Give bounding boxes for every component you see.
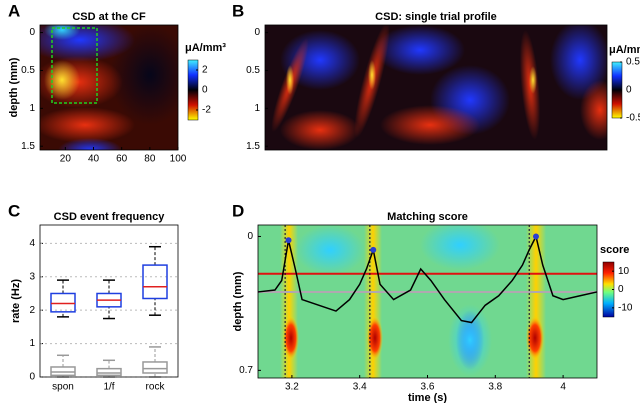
x-tick-label: 3.6 [421,382,435,393]
y-tick-label: 0 [254,27,260,38]
colorbar-tick-label: 0 [626,85,632,96]
chart-title: CSD event frequency [54,211,166,223]
y-tick-label: 0 [247,231,253,242]
colorbar-tick-label: -2 [202,105,211,116]
y-axis-label: depth (mm) [232,271,244,331]
y-tick-label: 0.5 [21,65,35,76]
box [142,264,168,300]
y-axis-label: rate (Hz) [10,279,22,323]
box [50,366,76,377]
peak-marker [370,246,377,253]
colorbar-label: score [600,244,629,256]
x-tick-label: 1/f [103,382,114,393]
y-tick-label: 1.5 [246,141,260,152]
y-tick-label: 1 [29,103,35,114]
x-tick-label: 3.8 [488,382,502,393]
y-tick-label: 0 [29,27,35,38]
axes-frame [257,224,598,379]
x-tick-label: 4 [560,382,566,393]
heatmap-b [265,25,607,150]
y-tick-label: 0 [29,372,35,383]
x-tick-label: 40 [88,154,100,165]
x-tick-label: spon [52,382,74,393]
panel-letter: A [8,1,20,20]
panel-letter: B [232,1,244,20]
axes-frame [264,24,608,151]
box [96,367,122,377]
colorbar-tick-label: 0 [202,85,208,96]
x-tick-label: 20 [60,154,72,165]
colorbar-label: μA/mm³ [185,42,226,54]
peak-marker [285,237,292,244]
y-tick-label: 2 [29,305,35,316]
heatmap-a [40,25,178,150]
colorbar-tick-label: 10 [618,266,630,277]
y-tick-label: 0.7 [239,365,253,376]
y-tick-label: 1 [254,103,260,114]
panel-letter: D [232,201,244,220]
y-axis-label: depth (mm) [8,57,20,117]
box [142,361,168,374]
chart-title: Matching score [387,211,468,223]
x-axis-label: time (s) [408,392,447,403]
x-tick-label: 60 [116,154,128,165]
y-tick-label: 0.5 [246,65,260,76]
x-tick-label: 3.4 [353,382,367,393]
peak-marker [532,233,539,240]
chart-title: CSD at the CF [72,11,146,23]
colorbar-label: μA/mm³ [609,44,640,56]
y-tick-label: 1.5 [21,141,35,152]
y-tick-label: 1 [29,338,35,349]
x-tick-label: rock [146,382,166,393]
colorbar-tick-label: 0 [618,284,624,295]
colorbar-tick-label: 0.5 [626,57,640,68]
axes-frame [39,24,179,151]
panel-letter: C [8,201,20,220]
x-tick-label: 100 [170,154,187,165]
x-tick-label: 3.2 [285,382,299,393]
y-tick-label: 3 [29,271,35,282]
x-tick-label: 80 [144,154,156,165]
colorbar-tick-label: 2 [202,65,208,76]
y-tick-label: 4 [29,238,35,249]
heatmap-d [258,225,597,378]
box [50,292,76,313]
colorbar-tick-label: -10 [618,302,633,313]
colorbar-tick-label: -0.5 [626,113,640,124]
axes-frame [39,224,179,378]
chart-title: CSD: single trial profile [375,11,497,23]
